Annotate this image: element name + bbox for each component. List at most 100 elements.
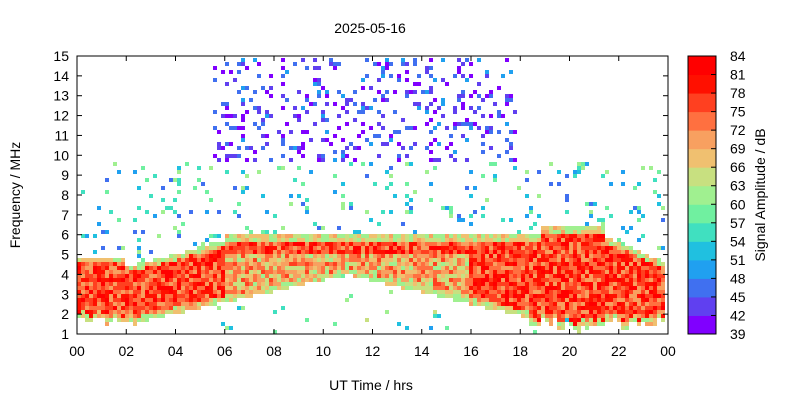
heatmap-cell [185, 254, 189, 258]
heatmap-cell [233, 278, 237, 282]
heatmap-cell [193, 266, 197, 270]
heatmap-cell [257, 74, 261, 78]
heatmap-cell [233, 294, 237, 298]
heatmap-cell [437, 238, 441, 242]
heatmap-cell [545, 230, 549, 234]
heatmap-cell [333, 62, 337, 66]
heatmap-cell [193, 302, 197, 306]
heatmap-cell [329, 254, 333, 258]
heatmap-cell [81, 190, 85, 194]
heatmap-cell [445, 282, 449, 286]
heatmap-cell [233, 242, 237, 246]
heatmap-cell [537, 170, 541, 174]
heatmap-cell [573, 238, 577, 242]
heatmap-cell [185, 250, 189, 254]
heatmap-cell [385, 170, 389, 174]
heatmap-cell [469, 222, 473, 226]
heatmap-cell [625, 266, 629, 270]
heatmap-cell [297, 90, 301, 94]
heatmap-cell [609, 290, 613, 294]
heatmap-cell [229, 326, 233, 330]
heatmap-cell [233, 258, 237, 262]
heatmap-cell [621, 262, 625, 266]
heatmap-cell [529, 322, 533, 326]
heatmap-cell [437, 106, 441, 110]
heatmap-cell [285, 278, 289, 282]
heatmap-cell [389, 270, 393, 274]
heatmap-cell [605, 278, 609, 282]
heatmap-cell [489, 94, 493, 98]
heatmap-cell [557, 266, 561, 270]
heatmap-cell [373, 270, 377, 274]
heatmap-cell [281, 106, 285, 110]
heatmap-cell [277, 258, 281, 262]
heatmap-cell [533, 242, 537, 246]
heatmap-cell [221, 70, 225, 74]
heatmap-cell [249, 278, 253, 282]
heatmap-cell [189, 302, 193, 306]
heatmap-cell [533, 306, 537, 310]
heatmap-cell [277, 270, 281, 274]
heatmap-cell [313, 250, 317, 254]
heatmap-cell [77, 282, 81, 286]
heatmap-cell [501, 218, 505, 222]
heatmap-cell [97, 290, 101, 294]
heatmap-cell [125, 278, 129, 282]
heatmap-cell [629, 258, 633, 262]
heatmap-cell [405, 326, 409, 330]
heatmap-cell [245, 66, 249, 70]
heatmap-cell [501, 294, 505, 298]
heatmap-cell [593, 246, 597, 250]
heatmap-cell [625, 254, 629, 258]
heatmap-cell [509, 302, 513, 306]
heatmap-cell [613, 254, 617, 258]
heatmap-cell [437, 314, 441, 318]
heatmap-cell [173, 306, 177, 310]
heatmap-cell [469, 238, 473, 242]
heatmap-cell [405, 126, 409, 130]
heatmap-cell [537, 194, 541, 198]
heatmap-cell [557, 314, 561, 318]
heatmap-cell [461, 278, 465, 282]
heatmap-cell [225, 250, 229, 254]
heatmap-cell [157, 306, 161, 310]
heatmap-cell [77, 274, 81, 278]
heatmap-cell [621, 286, 625, 290]
heatmap-cell [609, 266, 613, 270]
heatmap-cell [529, 266, 533, 270]
heatmap-cell [93, 286, 97, 290]
heatmap-cell [357, 262, 361, 266]
heatmap-cell [117, 318, 121, 322]
heatmap-cell [169, 178, 173, 182]
heatmap-cell [501, 286, 505, 290]
heatmap-cell [141, 270, 145, 274]
colorbar-tick-label: 57 [730, 215, 746, 231]
heatmap-cell [569, 234, 573, 238]
heatmap-cell [485, 250, 489, 254]
heatmap-cell [425, 106, 429, 110]
heatmap-cell [385, 90, 389, 94]
heatmap-cell [601, 230, 605, 234]
heatmap-cell [253, 286, 257, 290]
heatmap-cell [281, 66, 285, 70]
heatmap-cell [561, 270, 565, 274]
heatmap-cell [301, 154, 305, 158]
heatmap-cell [117, 286, 121, 290]
heatmap-cell [565, 242, 569, 246]
heatmap-cell [269, 158, 273, 162]
heatmap-cell [281, 134, 285, 138]
heatmap-cell [541, 306, 545, 310]
heatmap-cell [241, 282, 245, 286]
heatmap-cell [185, 162, 189, 166]
heatmap-cell [585, 258, 589, 262]
heatmap-cell [205, 246, 209, 250]
heatmap-cell [197, 278, 201, 282]
heatmap-cell [569, 298, 573, 302]
heatmap-cell [633, 294, 637, 298]
heatmap-cell [165, 310, 169, 314]
heatmap-cell [265, 246, 269, 250]
heatmap-cell [565, 282, 569, 286]
heatmap-cell [501, 238, 505, 242]
heatmap-cell [117, 246, 121, 250]
heatmap-cell [613, 270, 617, 274]
